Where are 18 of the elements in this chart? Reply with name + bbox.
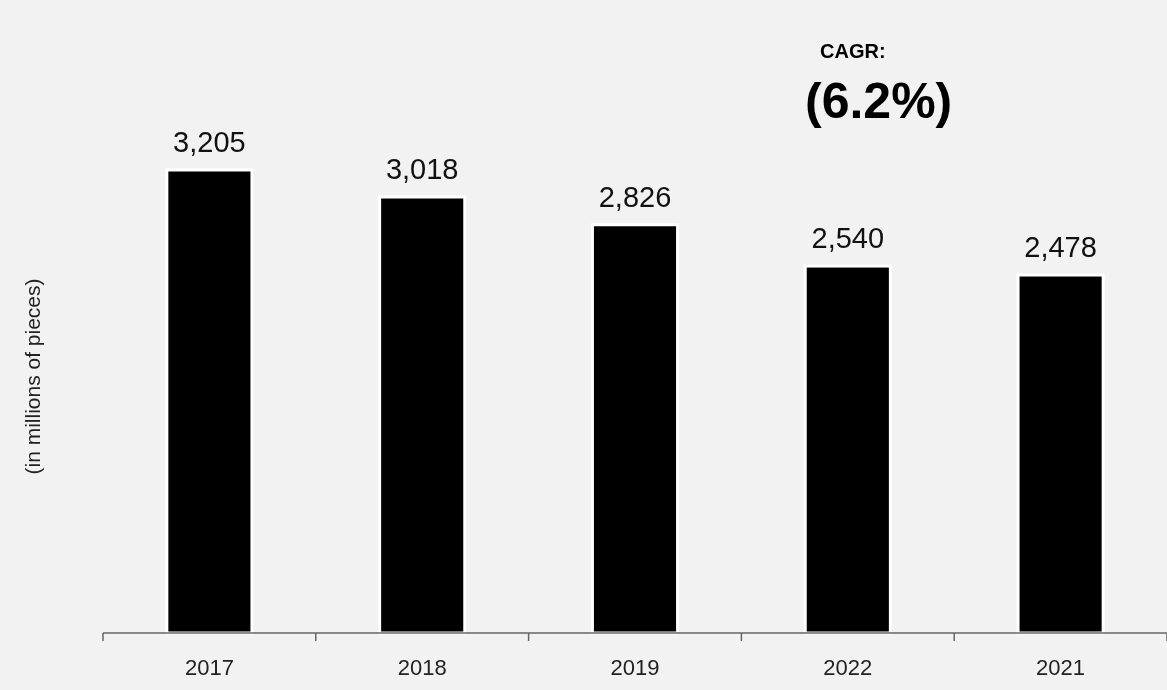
y-axis-title: (in millions of pieces): [21, 278, 44, 475]
bar: [1016, 273, 1105, 635]
data-label: 3,205: [173, 126, 246, 158]
text: (6.2%): [805, 73, 953, 129]
bar: [165, 168, 254, 635]
x-tick-label: 2021: [1036, 655, 1086, 680]
x-tick-label: 2017: [184, 655, 234, 680]
data-label: 2,478: [1024, 231, 1097, 264]
bar: [378, 195, 467, 635]
bar: [803, 264, 892, 635]
data-label: 2,540: [811, 222, 885, 255]
bar: [590, 223, 680, 635]
x-tick-label: 2019: [610, 655, 660, 680]
text: CAGR:: [820, 40, 886, 62]
data-label: 2,826: [598, 180, 672, 213]
data-label: 3,018: [385, 153, 459, 186]
x-tick-label: 2022: [823, 655, 873, 680]
x-tick-label: 2018: [397, 655, 447, 680]
